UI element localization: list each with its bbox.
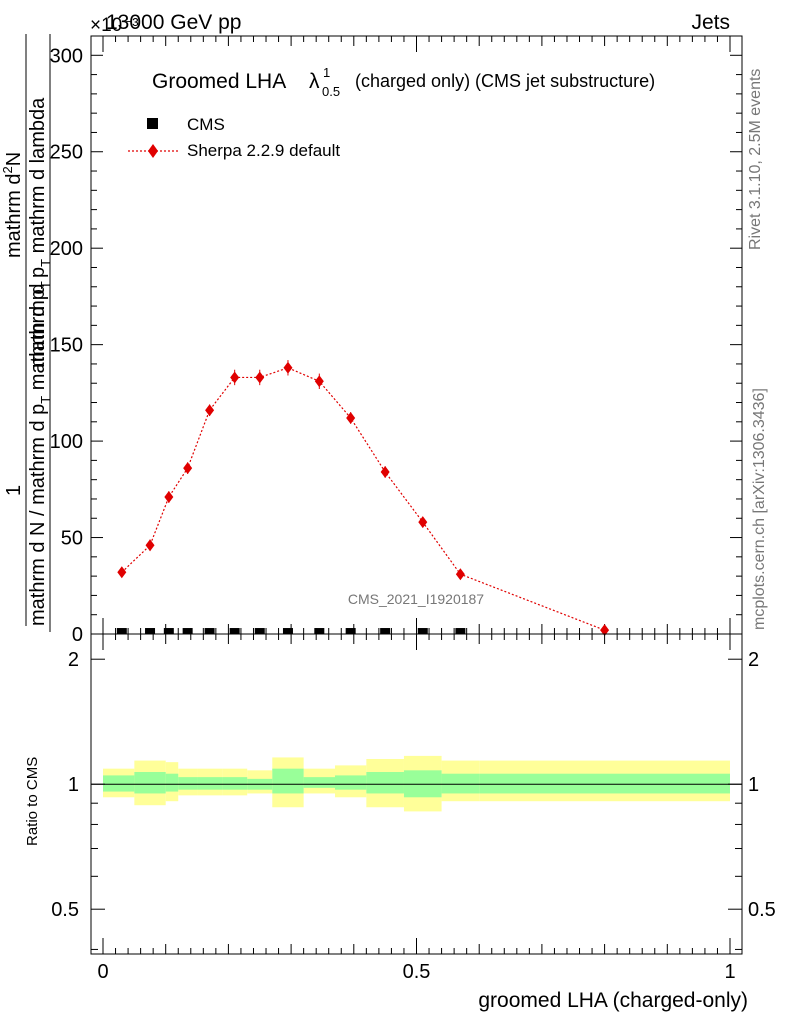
sherpa-point — [183, 462, 193, 475]
energy-label: 13000 GeV pp — [106, 11, 241, 34]
ratio-x-ticks — [102, 634, 731, 954]
main-panel: 0 50 100 150 200 250 300 Groomed LHA λ 1 0.5 (… — [50, 35, 743, 646]
ratio-y-tick-label: 2 — [68, 649, 79, 671]
ratio-y-tick-label-right: 2 — [748, 649, 759, 671]
main-y-axis-label: mathrm d2N mathrm d pT mathrm d lambda 1… — [0, 34, 53, 632]
ratio-y-axis-label: Ratio to CMS — [24, 757, 41, 846]
main-y-tick-label: 0 — [72, 624, 83, 646]
ratio-inner-band-bin — [334, 775, 367, 790]
ratio-inner-band-bin — [178, 777, 198, 790]
ratio-panel-frame — [90, 633, 743, 955]
ratio-inner-band-bin — [272, 768, 304, 794]
cms-point — [282, 628, 293, 635]
process-label: Jets — [691, 11, 730, 34]
main-y-tick-label: 100 — [50, 431, 83, 453]
title-sub: 0.5 — [322, 84, 340, 99]
cms-point — [455, 628, 466, 635]
ratio-inner-band-bin — [165, 773, 179, 792]
ratio-y-tick-label-right: 0.5 — [748, 899, 776, 921]
ylabel-fraction-one: 1 — [3, 485, 25, 496]
sherpa-point — [380, 465, 390, 478]
sherpa-point — [117, 566, 127, 579]
legend-sherpa-label: Sherpa 2.2.9 default — [187, 141, 340, 160]
ratio-inner-band-bin — [479, 773, 730, 794]
title-sup: 1 — [323, 65, 330, 80]
sherpa-point — [230, 371, 240, 384]
legend-cms-label: CMS — [187, 115, 225, 134]
sherpa-point — [205, 404, 215, 417]
analysis-watermark: CMS_2021_I1920187 — [348, 591, 484, 607]
ratio-inner-band-bin — [134, 771, 166, 794]
sherpa-point — [455, 568, 465, 581]
x-tick-label: 0 — [97, 961, 108, 983]
cms-point — [145, 628, 156, 635]
ratio-y-ticks — [91, 658, 742, 950]
ratio-inner-band-bin — [103, 775, 135, 792]
cms-series — [116, 628, 466, 635]
sherpa-point — [418, 516, 428, 529]
ratio-inner-band — [103, 768, 730, 798]
cms-point — [229, 628, 240, 635]
cms-point — [254, 628, 265, 635]
cms-point — [345, 628, 356, 635]
sherpa-series — [117, 360, 610, 637]
title-symbol: λ — [309, 70, 320, 93]
plot-title: Groomed LHA λ 1 0.5 (charged only) (CMS … — [152, 65, 655, 99]
rivet-version-label: Rivet 3.1.10, 2.5M events — [747, 69, 764, 250]
ratio-inner-band-bin — [197, 777, 223, 790]
ratio-x-tick-labels: 0 0.5 1 — [97, 961, 735, 983]
cms-point — [116, 628, 127, 635]
sherpa-line — [121, 367, 605, 631]
x-tick-label: 1 — [724, 961, 735, 983]
sherpa-point — [314, 375, 324, 388]
x-axis-label: groomed LHA (charged-only) — [478, 989, 748, 1012]
cms-point — [417, 628, 428, 635]
mcplots-label: mcplots.cern.ch [arXiv:1306.3436] — [751, 388, 768, 630]
cms-point — [182, 628, 193, 635]
cms-point — [163, 628, 174, 635]
cms-point — [204, 628, 215, 635]
sherpa-point — [255, 371, 265, 384]
ylabel-denominator: mathrm d N / mathrm d pT mathrm d pT — [27, 281, 53, 626]
legend-cms-marker — [147, 118, 158, 129]
legend: CMS Sherpa 2.2.9 default — [128, 115, 340, 160]
ratio-y-tick-labels: 0.5 0.5 1 1 2 2 — [51, 649, 776, 921]
x-tick-label: 0.5 — [403, 961, 431, 983]
ylabel-numerator-bottom: mathrm d pT mathrm d lambda — [27, 97, 53, 368]
ratio-inner-band-bin — [222, 777, 248, 790]
main-y-tick-label: 200 — [50, 238, 83, 260]
ratio-y-tick-label-right: 1 — [748, 774, 759, 796]
sherpa-point — [283, 361, 293, 374]
legend-sherpa-marker — [148, 144, 158, 158]
main-y-tick-label: 50 — [61, 528, 83, 550]
cms-point — [314, 628, 325, 635]
main-y-tick-label: 250 — [50, 142, 83, 164]
ratio-inner-band-bin — [303, 777, 335, 788]
exponent-label: ×10⁻³ — [90, 15, 139, 36]
sherpa-point — [346, 411, 356, 424]
sherpa-point — [145, 539, 155, 552]
ratio-y-tick-label: 0.5 — [51, 899, 79, 921]
ylabel-numerator-top: mathrm d2N — [0, 152, 25, 258]
ratio-inner-band-bin — [441, 773, 480, 794]
main-y-ticks — [91, 35, 742, 635]
title-prefix: Groomed LHA — [152, 70, 286, 93]
cms-point — [380, 628, 391, 635]
sherpa-point — [164, 491, 174, 504]
sherpa-point — [600, 624, 610, 637]
ratio-y-tick-label: 1 — [68, 774, 79, 796]
title-suffix: (charged only) (CMS jet substructure) — [355, 71, 655, 91]
ratio-panel: 0.5 0.51 12 2 0 0.5 1 Ratio to CMS groomed LH… — [24, 633, 776, 1012]
main-y-tick-labels: 0 50 100 150 200 250 300 — [50, 45, 83, 646]
main-y-tick-label: 300 — [50, 45, 83, 67]
ratio-inner-band-bin — [366, 771, 404, 794]
main-y-tick-label: 150 — [50, 335, 83, 357]
